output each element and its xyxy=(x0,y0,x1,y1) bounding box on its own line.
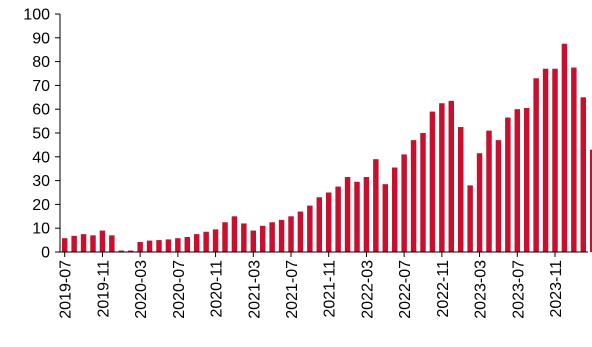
bar xyxy=(533,78,539,252)
bar xyxy=(495,140,502,252)
x-tick-label: 2021-07 xyxy=(284,260,301,319)
bar xyxy=(250,230,257,252)
bar xyxy=(118,250,125,252)
bar xyxy=(231,216,238,252)
x-tick-label: 2020-11 xyxy=(209,260,226,318)
bar xyxy=(382,184,389,252)
bar xyxy=(325,192,332,252)
y-tick-label: 80 xyxy=(32,54,50,71)
bar xyxy=(90,235,96,252)
bar xyxy=(259,225,266,252)
x-tick-label: 2020-03 xyxy=(133,260,150,319)
y-tick-label: 30 xyxy=(32,173,50,190)
x-tick-label: 2022-11 xyxy=(435,260,452,318)
bar xyxy=(448,100,455,253)
bar xyxy=(561,43,568,252)
bar xyxy=(297,211,304,252)
bar xyxy=(222,222,228,252)
y-tick-label: 0 xyxy=(41,245,50,262)
bar xyxy=(429,111,436,252)
bar xyxy=(212,229,219,252)
bar xyxy=(71,235,77,252)
bar xyxy=(457,127,464,252)
bar xyxy=(467,185,473,252)
bar xyxy=(307,205,313,252)
bar xyxy=(552,68,558,253)
bar xyxy=(363,177,370,252)
bar xyxy=(156,240,162,252)
bar xyxy=(241,223,247,252)
y-tick-label: 60 xyxy=(32,102,50,119)
bar xyxy=(109,235,115,252)
y-tick-label: 10 xyxy=(32,221,50,238)
bar xyxy=(288,216,294,252)
bar xyxy=(175,238,181,252)
x-tick-label: 2019-07 xyxy=(58,260,75,319)
bar xyxy=(439,103,445,252)
bar xyxy=(523,108,530,252)
bar xyxy=(344,177,351,252)
bar xyxy=(165,239,172,252)
x-tick-label: 2022-03 xyxy=(359,260,376,319)
y-axis: 0 10 20 30 40 50 60 70 80 90 100 xyxy=(23,7,61,262)
x-tick-label: 2023-11 xyxy=(548,260,565,318)
bar-series xyxy=(61,43,592,253)
bar xyxy=(391,167,398,252)
bar xyxy=(410,140,417,252)
bar xyxy=(505,117,511,252)
bar xyxy=(401,154,407,252)
bar xyxy=(476,153,483,252)
bar xyxy=(61,238,68,252)
bar xyxy=(580,97,587,252)
bar xyxy=(184,237,191,252)
bar xyxy=(203,231,209,252)
y-tick-label: 70 xyxy=(32,78,50,95)
bar xyxy=(80,234,87,252)
y-tick-label: 90 xyxy=(32,30,50,47)
bar xyxy=(316,197,323,252)
bar xyxy=(278,219,285,252)
y-tick-label: 50 xyxy=(32,126,50,143)
bar xyxy=(514,109,521,252)
x-tick-label: 2019-11 xyxy=(95,260,112,318)
bar xyxy=(571,67,577,252)
bar xyxy=(354,181,360,252)
x-tick-label: 2022-07 xyxy=(397,260,414,319)
bar xyxy=(269,222,275,252)
bar xyxy=(137,242,143,252)
bar xyxy=(420,133,426,252)
bar xyxy=(373,159,379,252)
bar xyxy=(146,240,153,252)
y-tick-label: 40 xyxy=(32,149,50,166)
x-tick-label: 2023-07 xyxy=(510,260,527,319)
x-tick-label: 2020-07 xyxy=(171,260,188,319)
x-axis: 2019-07 2019-11 2020-03 2020-07 2020-11 2021-… xyxy=(58,251,588,319)
bar xyxy=(99,230,106,252)
y-tick-label: 20 xyxy=(32,197,50,214)
bar xyxy=(542,68,549,253)
bar xyxy=(486,130,492,252)
bar xyxy=(127,250,134,252)
bar xyxy=(335,186,341,252)
x-tick-label: 2023-03 xyxy=(473,260,490,319)
x-tick-label: 2021-03 xyxy=(246,260,263,319)
bar xyxy=(589,149,592,252)
y-tick-label: 100 xyxy=(23,7,50,24)
bar xyxy=(193,234,200,252)
x-tick-label: 2021-11 xyxy=(322,260,339,318)
